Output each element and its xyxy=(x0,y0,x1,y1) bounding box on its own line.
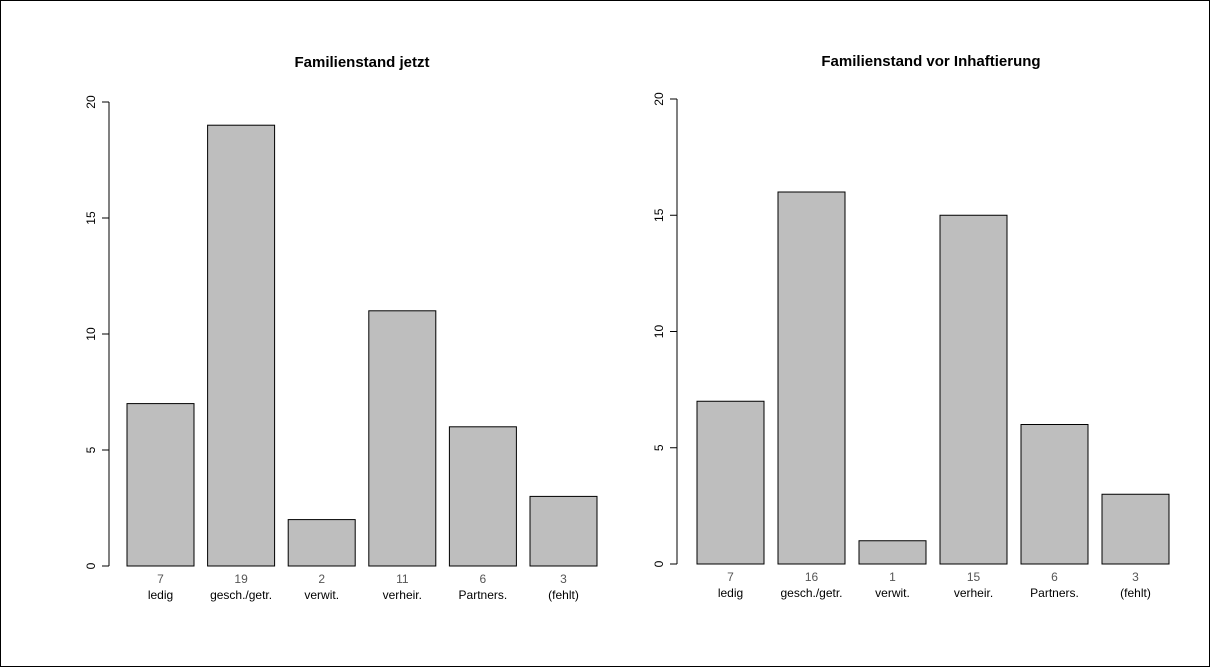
category-label: verwit. xyxy=(875,586,910,600)
bar-count-label: 3 xyxy=(1132,570,1139,584)
category-label: ledig xyxy=(148,588,173,602)
category-label: Partners. xyxy=(1030,586,1079,600)
category-label: ledig xyxy=(718,586,743,600)
bar xyxy=(529,495,598,567)
chart-title: Familienstand vor Inhaftierung xyxy=(821,53,1040,70)
y-tick-label: 15 xyxy=(652,208,666,222)
category-label: gesch./getr. xyxy=(780,586,842,600)
bar-count-label: 15 xyxy=(967,570,981,584)
bar xyxy=(939,214,1008,565)
bar xyxy=(207,124,276,567)
y-tick-label: 20 xyxy=(652,92,666,106)
y-tick-label: 15 xyxy=(84,211,98,225)
category-label: verheir. xyxy=(954,586,993,600)
bar-count-label: 1 xyxy=(889,570,896,584)
bar-count-label: 11 xyxy=(396,572,409,586)
y-tick-label: 5 xyxy=(652,444,666,451)
bar-count-label: 6 xyxy=(1051,570,1058,584)
bar-count-label: 6 xyxy=(480,572,487,586)
y-tick-label: 10 xyxy=(84,327,98,341)
category-label: (fehlt) xyxy=(548,588,579,602)
bar xyxy=(368,310,437,567)
category-label: Partners. xyxy=(459,588,508,602)
bar-count-label: 7 xyxy=(157,572,164,586)
y-tick-label: 5 xyxy=(84,446,98,453)
bar xyxy=(858,540,927,565)
chart-panel-familienstand-vor-inhaftierung: Familienstand vor Inhaftierung 0 5 10 15 20 7… xyxy=(652,53,1170,600)
chart-panel-familienstand-jetzt: Familienstand jetzt 0 5 10 15 20 7 ledig 19 gesc… xyxy=(84,54,598,602)
y-tick-label: 0 xyxy=(84,562,98,569)
category-label: verwit. xyxy=(304,588,339,602)
bar xyxy=(1020,424,1089,565)
category-label: gesch./getr. xyxy=(210,588,272,602)
bar xyxy=(777,191,846,565)
bar xyxy=(287,519,356,567)
bar-count-label: 2 xyxy=(318,572,325,586)
bar-count-label: 19 xyxy=(234,572,248,586)
y-tick-label: 10 xyxy=(652,325,666,339)
bar xyxy=(1101,493,1170,565)
category-label: (fehlt) xyxy=(1120,586,1151,600)
bar xyxy=(126,403,195,567)
category-label: verheir. xyxy=(383,588,422,602)
bar-count-label: 7 xyxy=(727,570,734,584)
y-tick-label: 0 xyxy=(652,560,666,567)
bar xyxy=(696,400,765,565)
bar-count-label: 3 xyxy=(560,572,567,586)
y-tick-label: 20 xyxy=(84,95,98,109)
bar-count-label: 16 xyxy=(805,570,819,584)
bar xyxy=(448,426,517,567)
chart-title: Familienstand jetzt xyxy=(294,54,429,71)
